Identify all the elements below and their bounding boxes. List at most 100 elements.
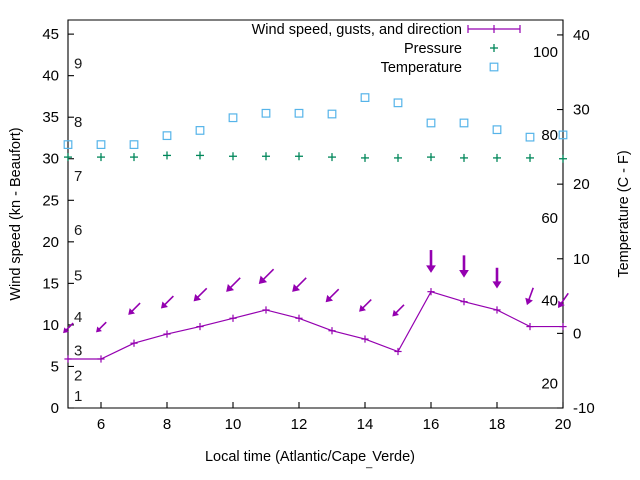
arrow-head	[63, 327, 69, 334]
arrow-head	[325, 294, 334, 303]
chart-legend: Wind speed, gusts, and direction Pressure…	[252, 22, 521, 76]
y-tick-label-knots: 45	[42, 26, 59, 43]
temperature-point	[129, 140, 139, 150]
gust-direction-arrow	[525, 287, 534, 306]
gust-direction-arrow	[426, 250, 436, 273]
gust-direction-arrow	[193, 287, 208, 302]
arrow-shaft	[229, 277, 241, 289]
arrow-shaft	[262, 268, 275, 280]
temperature-point	[426, 118, 436, 128]
legend-label: Temperature	[381, 60, 462, 76]
temperature-point	[360, 93, 370, 103]
y-tick-label-knots: 10	[42, 317, 59, 334]
beaufort-label: 8	[74, 114, 82, 131]
beaufort-label: 3	[74, 342, 82, 359]
temperature-point	[327, 109, 337, 119]
temperature-point	[492, 125, 502, 135]
legend-label: Wind speed, gusts, and direction	[252, 22, 462, 38]
x-tick-label: 16	[423, 416, 440, 433]
left-axis-knots: 0 5 10 15 20 25 30 35 40 45	[42, 26, 74, 417]
beaufort-scale: 1 2 3 4 5 6 7 8 9	[74, 56, 82, 405]
gust-direction-arrow	[63, 322, 74, 334]
arrow-head	[128, 308, 135, 315]
y-tick-label-fahrenheit: 60	[541, 210, 558, 227]
arrow-shaft	[131, 302, 141, 312]
arrow-shaft	[98, 321, 107, 330]
arrow-head	[492, 281, 502, 289]
gust-direction-arrow	[96, 321, 107, 333]
x-axis-label: Local time (Atlantic/Cape_Verde)	[205, 449, 415, 469]
beaufort-label: 4	[74, 309, 82, 326]
gust-direction-arrow	[160, 295, 174, 309]
arrow-shaft	[295, 277, 307, 289]
arrow-head	[292, 283, 301, 292]
arrow-head	[426, 265, 436, 273]
x-tick-label: 20	[555, 416, 572, 433]
arrow-shaft	[362, 299, 372, 309]
y-tick-label-knots: 5	[51, 358, 59, 375]
gust-direction-arrow	[558, 292, 569, 308]
series-temperature	[63, 93, 568, 150]
arrow-head	[558, 300, 565, 308]
y-tick-label-celsius: 0	[573, 325, 581, 342]
gust-direction-arrow	[459, 255, 469, 278]
arrow-shaft	[395, 304, 405, 314]
y-tick-label-knots: 0	[51, 400, 59, 417]
arrow-shaft	[197, 287, 208, 298]
temperature-point	[393, 98, 403, 108]
gust-direction-arrow	[392, 304, 405, 317]
wind-speed-line	[68, 290, 563, 360]
x-tick-label: 18	[489, 416, 506, 433]
temperature-point	[162, 131, 172, 141]
y-tick-label-celsius: 40	[573, 27, 590, 44]
temperature-point	[63, 140, 73, 150]
right-axis-fahrenheit: 20 40 60 80 100	[533, 44, 558, 393]
temperature-point	[195, 126, 205, 135]
y-tick-label-celsius: 20	[573, 176, 590, 193]
y-tick-label-knots: 20	[42, 234, 59, 251]
series-wind-speed	[64, 288, 567, 363]
arrow-head	[359, 304, 366, 312]
x-axis-local-time: 6 8 10 12 14 16 18 20	[97, 402, 572, 433]
beaufort-label: 6	[74, 222, 82, 239]
y-tick-label-celsius: -10	[573, 400, 595, 417]
beaufort-label: 7	[74, 168, 82, 185]
arrow-shaft	[528, 287, 534, 301]
arrow-shaft	[164, 295, 174, 306]
gust-direction-arrow	[226, 277, 241, 292]
legend-square-sample	[489, 62, 499, 72]
x-tick-label: 6	[97, 416, 105, 433]
y-tick-label-fahrenheit: 40	[541, 293, 558, 310]
arrow-head	[96, 326, 102, 333]
y-tick-label-celsius: 10	[573, 251, 590, 268]
temperature-point	[525, 132, 535, 142]
y-tick-label-fahrenheit: 20	[541, 376, 558, 393]
y-tick-label-fahrenheit: 80	[541, 127, 558, 144]
beaufort-label: 9	[74, 56, 82, 73]
gust-direction-arrow	[492, 267, 502, 289]
gust-direction-arrow	[359, 299, 372, 312]
gust-direction-arrow	[258, 268, 275, 284]
arrow-head	[226, 283, 235, 292]
temperature-point	[96, 140, 106, 150]
arrow-shaft	[560, 292, 569, 304]
temperature-point	[228, 113, 238, 123]
temperature-point	[294, 108, 304, 118]
y-tick-label-knots: 40	[42, 68, 59, 85]
x-tick-label: 8	[163, 416, 171, 433]
x-tick-label: 12	[291, 416, 308, 433]
y-axis-right-label: Temperature (C - F)	[616, 150, 632, 277]
arrow-head	[160, 301, 168, 309]
temperature-point	[261, 108, 271, 118]
x-tick-label: 14	[357, 416, 374, 433]
y-tick-label-knots: 15	[42, 275, 59, 292]
legend-label: Pressure	[404, 41, 462, 57]
arrow-shaft	[329, 288, 340, 299]
arrow-head	[193, 293, 202, 302]
beaufort-label: 1	[74, 388, 82, 405]
temperature-point	[558, 130, 568, 140]
y-tick-label-knots: 30	[42, 151, 59, 168]
beaufort-label: 5	[74, 268, 82, 285]
gust-direction-arrow	[325, 288, 340, 303]
arrow-shaft	[65, 322, 74, 331]
